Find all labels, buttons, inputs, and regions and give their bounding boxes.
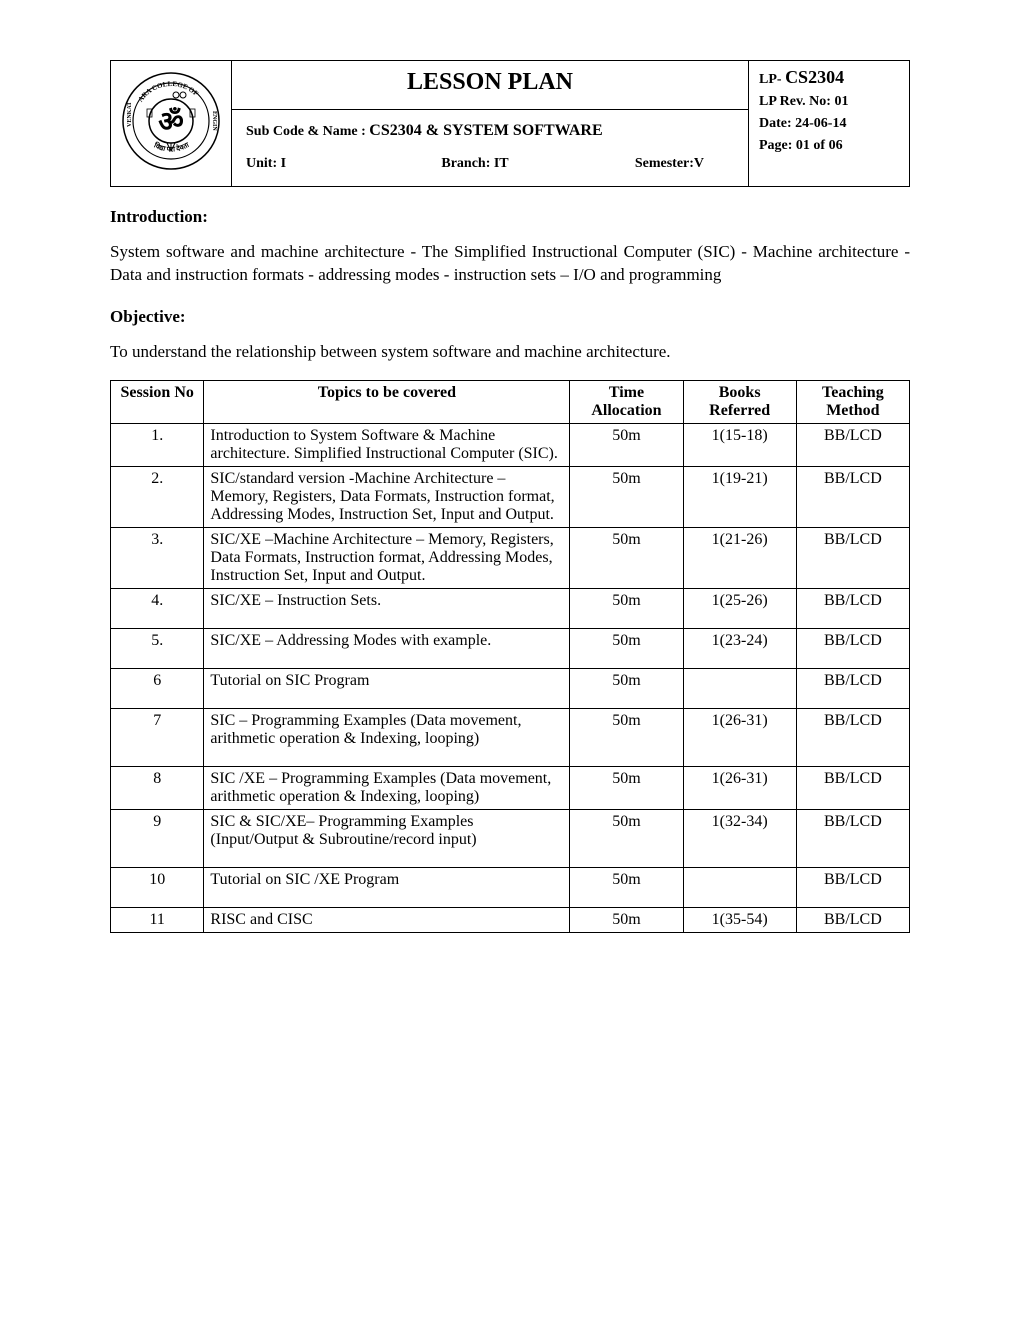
cell-method: BB/LCD — [796, 907, 909, 932]
cell-books: 1(25-26) — [683, 588, 796, 628]
cell-method: BB/LCD — [796, 766, 909, 809]
cell-books: 1(32-34) — [683, 809, 796, 867]
sub-info-cell: Sub Code & Name : CS2304 & SYSTEM SOFTWA… — [232, 110, 749, 187]
cell-books: 1(23-24) — [683, 628, 796, 668]
cell-topic: SIC/XE – Instruction Sets. — [204, 588, 570, 628]
cell-books: 1(15-18) — [683, 423, 796, 466]
cell-time: 50m — [570, 628, 683, 668]
svg-text:VENKAT: VENKAT — [127, 102, 133, 127]
cell-topic: Tutorial on SIC /XE Program — [204, 867, 570, 907]
lesson-plan-title: LESSON PLAN — [232, 61, 749, 110]
svg-text:विद्या परा देवता: विद्या परा देवता — [152, 140, 192, 154]
table-row: 4.SIC/XE – Instruction Sets.50m1(25-26)B… — [111, 588, 910, 628]
cell-books: 1(21-26) — [683, 527, 796, 588]
table-row: 2.SIC/standard version -Machine Architec… — [111, 466, 910, 527]
cell-time: 50m — [570, 588, 683, 628]
cell-session-no: 8 — [111, 766, 204, 809]
cell-session-no: 7 — [111, 708, 204, 766]
cell-time: 50m — [570, 766, 683, 809]
cell-session-no: 6 — [111, 668, 204, 708]
cell-session-no: 1. — [111, 423, 204, 466]
cell-session-no: 2. — [111, 466, 204, 527]
page: Page: 01 of 06 — [759, 138, 899, 154]
cell-time: 50m — [570, 809, 683, 867]
lp-code: CS2304 — [785, 67, 844, 87]
cell-session-no: 3. — [111, 527, 204, 588]
cell-session-no: 4. — [111, 588, 204, 628]
cell-books — [683, 867, 796, 907]
table-row: 6Tutorial on SIC Program50m BB/LCD — [111, 668, 910, 708]
cell-method: BB/LCD — [796, 423, 909, 466]
cell-topic: SIC/XE – Addressing Modes with example. — [204, 628, 570, 668]
sub-code-value: CS2304 & SYSTEM SOFTWARE — [369, 122, 602, 139]
cell-topic: RISC and CISC — [204, 907, 570, 932]
cell-books — [683, 668, 796, 708]
svg-text:ॐ: ॐ — [158, 106, 184, 138]
th-session: Session No — [111, 380, 204, 423]
lesson-plan-header: ARA COLLEGE OF विद्या परा देवता VENKAT E… — [110, 60, 910, 187]
cell-books: 1(35-54) — [683, 907, 796, 932]
lp-label: LP- — [759, 72, 782, 87]
cell-method: BB/LCD — [796, 628, 909, 668]
introduction-heading: Introduction: — [110, 207, 910, 227]
cell-method: BB/LCD — [796, 809, 909, 867]
cell-method: BB/LCD — [796, 466, 909, 527]
cell-method: BB/LCD — [796, 527, 909, 588]
cell-session-no: 11 — [111, 907, 204, 932]
objective-text: To understand the relationship between s… — [110, 341, 910, 364]
meta-cell: LP- CS2304 LP Rev. No: 01 Date: 24-06-14… — [749, 61, 910, 187]
table-row: 8SIC /XE – Programming Examples (Data mo… — [111, 766, 910, 809]
sub-code-label: Sub Code & Name : — [246, 124, 366, 139]
cell-books: 1(19-21) — [683, 466, 796, 527]
cell-topic: SIC/standard version -Machine Architectu… — [204, 466, 570, 527]
cell-topic: SIC – Programming Examples (Data movemen… — [204, 708, 570, 766]
cell-books: 1(26-31) — [683, 708, 796, 766]
th-books: Books Referred — [683, 380, 796, 423]
cell-time: 50m — [570, 708, 683, 766]
th-method: Teaching Method — [796, 380, 909, 423]
cell-books: 1(26-31) — [683, 766, 796, 809]
cell-time: 50m — [570, 527, 683, 588]
cell-topic: Tutorial on SIC Program — [204, 668, 570, 708]
cell-method: BB/LCD — [796, 668, 909, 708]
cell-topic: SIC /XE – Programming Examples (Data mov… — [204, 766, 570, 809]
sessions-table: Session No Topics to be covered Time All… — [110, 380, 910, 933]
th-topics: Topics to be covered — [204, 380, 570, 423]
svg-text:ENGIN: ENGIN — [211, 111, 217, 131]
cell-session-no: 9 — [111, 809, 204, 867]
cell-session-no: 10 — [111, 867, 204, 907]
cell-topic: Introduction to System Software & Machin… — [204, 423, 570, 466]
cell-method: BB/LCD — [796, 867, 909, 907]
introduction-text: System software and machine architecture… — [110, 241, 910, 287]
rev-no: LP Rev. No: 01 — [759, 94, 899, 110]
cell-time: 50m — [570, 907, 683, 932]
cell-topic: SIC/XE –Machine Architecture – Memory, R… — [204, 527, 570, 588]
table-row: 7SIC – Programming Examples (Data moveme… — [111, 708, 910, 766]
table-row: 11RISC and CISC50m1(35-54)BB/LCD — [111, 907, 910, 932]
unit-label: Unit: I — [246, 156, 399, 172]
th-time: Time Allocation — [570, 380, 683, 423]
cell-topic: SIC & SIC/XE– Programming Examples (Inpu… — [204, 809, 570, 867]
table-row: 1.Introduction to System Software & Mach… — [111, 423, 910, 466]
college-logo-cell: ARA COLLEGE OF विद्या परा देवता VENKAT E… — [111, 61, 232, 187]
cell-time: 50m — [570, 668, 683, 708]
college-logo: ARA COLLEGE OF विद्या परा देवता VENKAT E… — [121, 71, 221, 171]
cell-session-no: 5. — [111, 628, 204, 668]
semester-label: Semester:V — [551, 156, 734, 172]
cell-time: 50m — [570, 867, 683, 907]
date: Date: 24-06-14 — [759, 116, 899, 132]
cell-time: 50m — [570, 466, 683, 527]
branch-label: Branch: IT — [399, 156, 552, 172]
table-row: 5.SIC/XE – Addressing Modes with example… — [111, 628, 910, 668]
cell-method: BB/LCD — [796, 588, 909, 628]
table-row: 3.SIC/XE –Machine Architecture – Memory,… — [111, 527, 910, 588]
table-row: 10Tutorial on SIC /XE Program50m BB/LCD — [111, 867, 910, 907]
cell-time: 50m — [570, 423, 683, 466]
table-row: 9SIC & SIC/XE– Programming Examples (Inp… — [111, 809, 910, 867]
cell-method: BB/LCD — [796, 708, 909, 766]
objective-heading: Objective: — [110, 307, 910, 327]
